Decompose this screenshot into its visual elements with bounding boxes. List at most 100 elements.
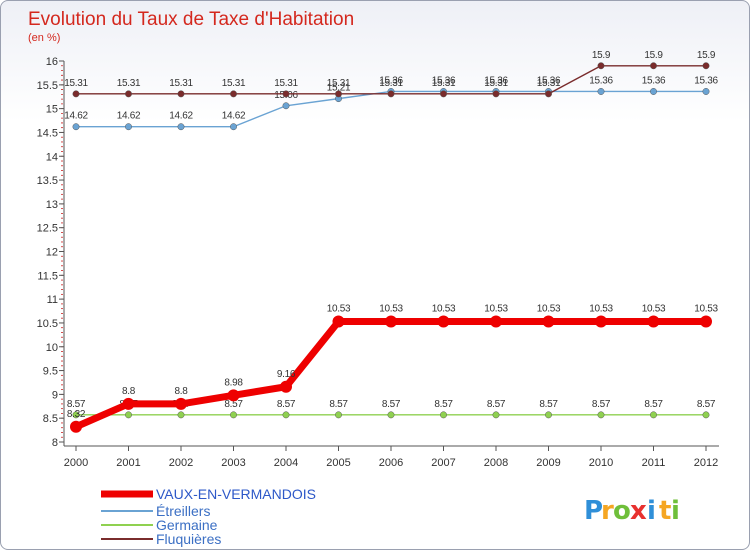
data-point <box>490 315 502 328</box>
data-label: 14.62 <box>222 111 246 122</box>
y-tick-label: 12 <box>46 247 58 259</box>
chart-title: Evolution du Taux de Taxe d'Habitation <box>28 9 354 30</box>
data-label: 8.98 <box>224 377 243 388</box>
data-point <box>335 90 342 98</box>
y-tick-label: 8 <box>52 437 58 449</box>
logo-letter: i <box>671 496 680 526</box>
y-tick-label: 16 <box>46 56 58 68</box>
y-tick-label: 15 <box>46 104 58 116</box>
x-tick-label: 2008 <box>484 457 508 469</box>
data-point <box>597 88 605 95</box>
x-tick-label: 2002 <box>169 457 193 469</box>
data-label: 15.9 <box>644 50 663 61</box>
data-label: 9.16 <box>277 369 296 380</box>
data-point <box>440 411 447 419</box>
axes: 8 8.5 9 9.5 10 10.5 11 11.5 12 12.5 13 13.5 14 14.5 15… <box>37 56 719 469</box>
legend: VAUX-EN-VERMANDOISÉtreillersGermaineFluq… <box>101 486 316 547</box>
data-point <box>335 411 342 419</box>
data-label: 8.57 <box>644 399 663 410</box>
data-label: 15.36 <box>694 75 718 86</box>
data-label: 15.36 <box>537 75 561 86</box>
logo-letter: x <box>630 496 647 526</box>
data-label: 15.36 <box>432 75 456 86</box>
y-tick-label: 11 <box>47 294 58 306</box>
data-point <box>177 411 185 419</box>
y-tick-label: 14.5 <box>37 127 58 139</box>
data-point <box>72 411 80 419</box>
y-tick-label: 8.5 <box>43 413 58 425</box>
data-label: 15.9 <box>592 50 611 61</box>
legend-label: Étreillers <box>156 503 210 519</box>
data-point <box>70 420 82 433</box>
x-tick-label: 2006 <box>379 457 403 469</box>
data-label: 15.31 <box>274 78 298 89</box>
data-label: 15.31 <box>379 78 403 89</box>
data-point <box>282 102 290 110</box>
data-point <box>440 90 447 98</box>
data-label: 10.53 <box>589 304 613 315</box>
legend-label: Germaine <box>156 517 218 533</box>
series-3: 15.31 15.31 15.31 15.31 15.31 15.31 15.31 15.31… <box>64 50 716 98</box>
data-point <box>597 62 605 70</box>
data-label: 15.36 <box>589 75 613 86</box>
logo-letter: t <box>659 496 671 526</box>
proxiti-logo: Pr o x i t i <box>584 496 680 526</box>
data-point <box>282 90 290 98</box>
series-line <box>72 318 710 431</box>
series-1: 14.6214.6214.6214.6215.0615.2115.3615.36… <box>64 75 719 131</box>
data-point <box>702 88 710 95</box>
data-point <box>647 315 660 328</box>
data-label: 8.57 <box>592 399 611 410</box>
data-point <box>545 90 552 98</box>
y-tick-label: 13 <box>46 199 58 211</box>
data-point <box>125 90 132 98</box>
data-label: 8.57 <box>382 399 401 410</box>
data-point <box>492 90 500 98</box>
data-label: 8.57 <box>224 399 243 410</box>
data-point <box>700 315 712 328</box>
data-label: 10.53 <box>694 304 718 315</box>
data-point <box>650 62 657 70</box>
data-label: 15.36 <box>484 75 508 86</box>
data-point <box>650 88 657 95</box>
data-point <box>387 411 395 419</box>
data-label: 8.57 <box>539 399 558 410</box>
data-point <box>545 411 552 419</box>
data-point <box>332 315 345 328</box>
y-tick-label: 10 <box>46 342 58 354</box>
data-point <box>175 397 187 410</box>
data-label: 14.62 <box>169 111 193 122</box>
data-label: 10.53 <box>642 304 666 315</box>
data-label: 15.36 <box>379 75 403 86</box>
data-label: 10.53 <box>537 304 561 315</box>
y-tick-label: 10.5 <box>37 318 58 330</box>
y-tick-label: 9.5 <box>43 366 58 378</box>
data-point <box>230 90 237 98</box>
data-label: 15.31 <box>432 78 456 89</box>
data-label: 8.57 <box>277 399 296 410</box>
y-tick-label: 9 <box>52 389 58 401</box>
legend-label: VAUX-EN-VERMANDOIS <box>156 486 316 502</box>
logo-letter: o <box>613 496 631 526</box>
series-layer: 8.57 8.57 8.57 8.57 8.57 8.57 8.57 8.57 8.57 8.57… <box>64 50 719 433</box>
data-point <box>492 411 500 419</box>
data-label: 8.57 <box>434 399 453 410</box>
data-point <box>72 123 80 131</box>
logo-letter: r <box>601 496 614 526</box>
data-label: 10.53 <box>484 304 508 315</box>
data-label: 10.53 <box>327 304 351 315</box>
data-label: 15.31 <box>537 78 561 89</box>
logo-letter: P <box>584 496 603 526</box>
data-label: 10.53 <box>432 304 456 315</box>
data-label: 8.57 <box>487 399 506 410</box>
logo-letter: i <box>647 496 656 526</box>
x-tick-label: 2005 <box>326 457 350 469</box>
x-tick-label: 2012 <box>694 457 718 469</box>
data-point <box>702 62 710 70</box>
data-point <box>72 90 80 98</box>
data-label: 15.31 <box>222 78 246 89</box>
x-tick-label: 2003 <box>221 457 245 469</box>
data-point <box>542 315 555 328</box>
y-tick-label: 11.5 <box>37 270 58 282</box>
